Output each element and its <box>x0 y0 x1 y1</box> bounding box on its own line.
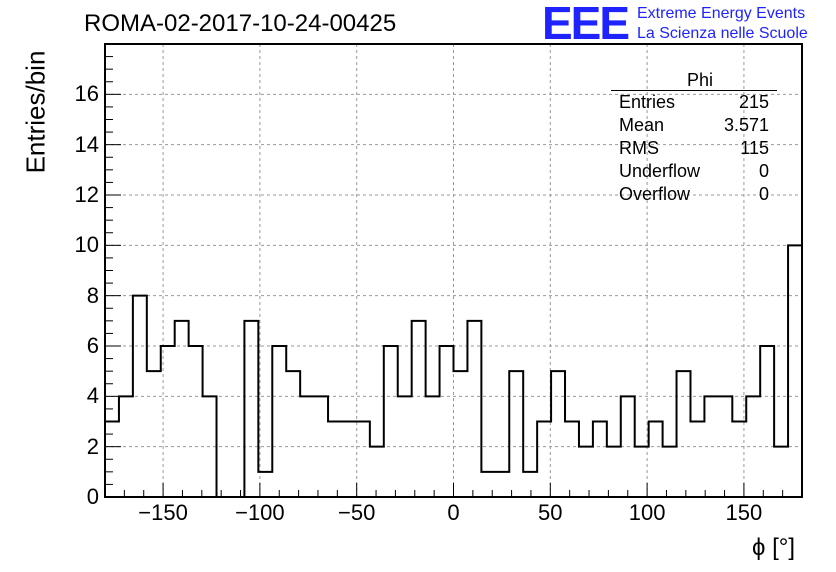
eee-logo: EEE <box>542 0 630 49</box>
y-tick-label: 10 <box>74 232 99 258</box>
y-tick-label: 16 <box>74 81 99 107</box>
stats-row-entries: Entries 215 <box>611 91 777 114</box>
stats-value: 115 <box>740 138 769 158</box>
grid-lines <box>105 44 802 497</box>
stats-value: 215 <box>738 92 769 112</box>
stats-row-rms: RMS 115 <box>611 137 777 160</box>
x-tick-label: 0 <box>447 500 460 525</box>
logo-text: Extreme Energy Events La Scienza nelle S… <box>637 4 808 44</box>
x-axis-label: ϕ [°] <box>752 534 796 561</box>
stats-value: 3.571 <box>723 115 769 135</box>
y-tick-label: 8 <box>86 282 99 308</box>
stats-box: Phi Entries 215 Mean 3.571 RMS 115 Under… <box>611 70 777 206</box>
x-tick-label: 50 <box>538 500 563 525</box>
y-tick-label: 14 <box>74 131 99 157</box>
x-tick-label: 150 <box>725 500 763 525</box>
stats-title: Phi <box>611 70 777 91</box>
x-tick-label: −50 <box>338 500 376 525</box>
stats-label: RMS <box>619 138 659 158</box>
stats-value: 0 <box>758 161 769 181</box>
stats-row-mean: Mean 3.571 <box>611 114 777 137</box>
stats-value: 0 <box>758 184 769 204</box>
stats-row-underflow: Underflow 0 <box>611 160 777 183</box>
logo-line-2: La Scienza nelle Scuole <box>637 25 808 42</box>
y-axis-label: Entries/bin <box>20 50 51 174</box>
y-tick-label: 4 <box>86 383 99 409</box>
axis-ticks <box>105 56 784 498</box>
plot-title: ROMA-02-2017-10-24-00425 <box>84 10 397 37</box>
x-tick-label: −150 <box>138 500 188 525</box>
stats-row-overflow: Overflow 0 <box>611 183 777 206</box>
logo-line-1: Extreme Energy Events <box>637 5 806 22</box>
x-tick-label: 100 <box>628 500 666 525</box>
stats-label: Overflow <box>619 184 691 204</box>
x-tick-label: −100 <box>235 500 285 525</box>
y-tick-label: 6 <box>86 333 99 358</box>
stats-label: Mean <box>619 115 665 135</box>
y-tick-label: 2 <box>86 433 99 459</box>
stats-label: Underflow <box>619 161 701 181</box>
stats-label: Entries <box>619 92 676 112</box>
y-tick-label: 12 <box>74 182 99 207</box>
y-tick-label: 0 <box>86 484 99 509</box>
histogram-line <box>105 69 803 498</box>
